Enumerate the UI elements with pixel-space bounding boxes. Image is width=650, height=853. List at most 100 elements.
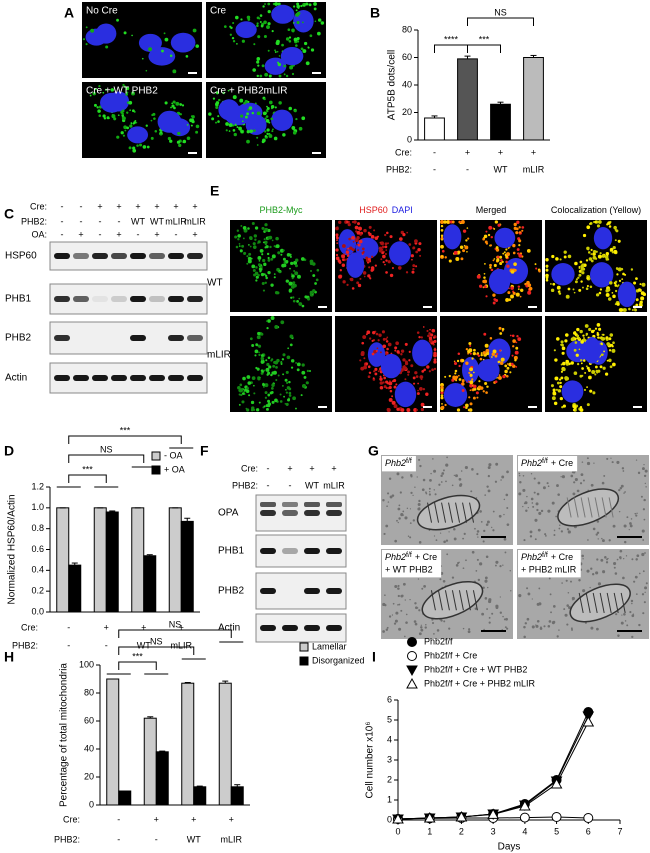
stain-speck	[247, 108, 250, 111]
crista	[451, 590, 457, 611]
stain-speck	[267, 393, 271, 397]
stain-speck	[208, 112, 212, 116]
em-grain	[557, 493, 560, 496]
em-grain	[643, 464, 645, 466]
stain-speck	[516, 248, 520, 251]
em-grain	[534, 518, 538, 522]
stain-speck	[129, 109, 131, 112]
stain-speck	[255, 266, 258, 269]
stain-speck	[494, 220, 499, 224]
stain-speck	[358, 239, 363, 244]
em-grain	[641, 552, 645, 557]
bar	[68, 564, 82, 613]
stain-speck	[572, 408, 576, 412]
stain-speck	[241, 244, 245, 248]
nucleus	[394, 381, 417, 408]
stain-speck	[511, 334, 515, 338]
stain-speck	[251, 264, 256, 269]
nucleus	[148, 47, 176, 66]
em-grain	[420, 628, 424, 632]
row-label: mLIR	[207, 350, 231, 361]
stain-speck	[433, 358, 437, 362]
em-grain	[532, 505, 535, 508]
condition-label: Cre:	[63, 814, 80, 824]
stain-speck	[365, 256, 369, 260]
condition-value: mLIR	[170, 640, 192, 650]
stain-speck	[283, 64, 287, 68]
em-grain	[620, 621, 624, 625]
stain-speck	[264, 383, 269, 388]
stain-speck	[581, 367, 584, 370]
stain-speck	[292, 22, 295, 24]
stain-speck	[164, 37, 169, 42]
em-grain	[398, 517, 401, 520]
em-grain	[458, 477, 462, 481]
significance-bracket	[118, 629, 232, 638]
stain-speck	[128, 146, 132, 150]
em-grain	[558, 629, 560, 631]
panel-label: F	[200, 443, 209, 459]
em-grain	[476, 558, 479, 561]
stain-speck	[293, 269, 296, 272]
em-grain	[538, 587, 541, 590]
stain-speck	[267, 371, 271, 375]
stain-speck	[440, 236, 444, 239]
stain-speck	[123, 125, 127, 130]
stain-speck	[606, 342, 611, 346]
em-grain	[596, 627, 599, 631]
em-grain	[581, 461, 584, 463]
stain-speck	[275, 379, 278, 382]
condition-value: -	[267, 463, 270, 473]
stain-speck	[161, 49, 164, 53]
em-grain	[618, 510, 621, 513]
crista	[427, 502, 433, 523]
stain-speck	[249, 236, 253, 241]
stain-speck	[408, 359, 411, 362]
em-grain	[570, 580, 572, 583]
stain-speck	[551, 254, 555, 259]
stain-speck	[592, 220, 596, 224]
stain-speck	[473, 371, 475, 374]
stain-speck	[578, 288, 582, 292]
stain-speck	[614, 239, 617, 242]
stain-speck	[238, 245, 241, 247]
stain-speck	[634, 308, 638, 312]
em-grain	[487, 586, 489, 589]
em-grain	[601, 481, 605, 485]
em-grain	[641, 467, 645, 471]
band	[304, 588, 320, 594]
em-grain	[506, 506, 509, 509]
significance-bracket	[68, 435, 182, 444]
stain-speck	[255, 279, 258, 282]
stain-speck	[622, 272, 625, 276]
stain-speck	[335, 248, 339, 252]
stain-speck	[255, 343, 259, 347]
em-grain	[386, 505, 388, 508]
em-grain	[418, 541, 422, 544]
em-grain	[523, 625, 526, 629]
em-grain	[645, 582, 648, 585]
stain-speck	[250, 400, 255, 405]
stain-speck	[281, 358, 285, 361]
stain-speck	[348, 237, 351, 241]
bar	[180, 520, 194, 613]
em-grain	[494, 564, 497, 567]
em-grain	[593, 462, 595, 464]
stain-speck	[456, 408, 461, 412]
stain-speck	[267, 402, 272, 406]
em-grain	[580, 473, 584, 477]
stain-speck	[296, 362, 301, 367]
stain-speck	[260, 360, 264, 364]
condition-value: WT	[187, 834, 201, 844]
stain-speck	[171, 102, 174, 105]
stain-speck	[580, 280, 583, 283]
micrograph	[545, 316, 647, 412]
stain-speck	[376, 235, 380, 238]
band	[54, 335, 70, 341]
em-grain	[459, 484, 462, 487]
panel-label: C	[4, 206, 14, 222]
stain-speck	[412, 376, 416, 380]
stain-speck	[535, 267, 538, 270]
stain-speck	[614, 228, 617, 232]
stain-speck	[515, 346, 519, 350]
